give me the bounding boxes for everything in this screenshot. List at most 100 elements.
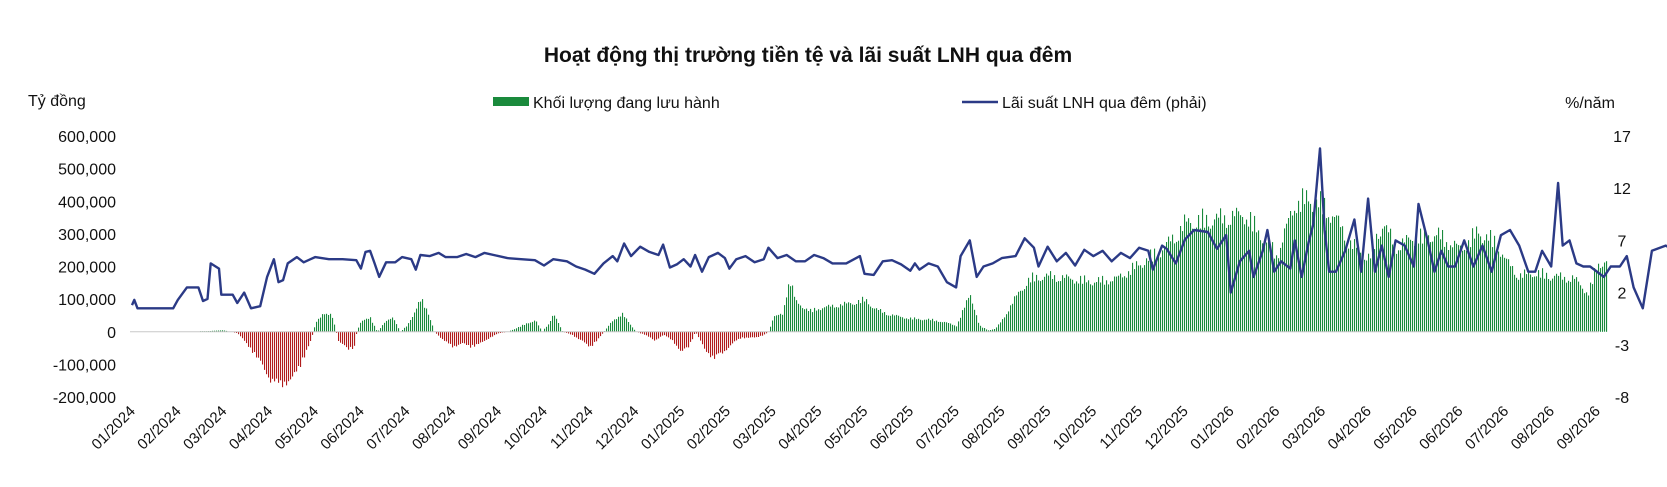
volume-bar (970, 295, 972, 332)
volume-bar (650, 331, 652, 338)
volume-bar (1600, 268, 1602, 332)
volume-bar (864, 301, 866, 332)
x-tick-label: 03/2025 (729, 403, 779, 453)
volume-bar (620, 316, 622, 332)
volume-bar (1414, 246, 1416, 332)
y-left-tick-label: 400,000 (58, 194, 116, 211)
volume-bar (302, 331, 304, 358)
volume-bar (236, 331, 238, 333)
volume-bar (254, 331, 256, 352)
volume-bar (372, 322, 374, 332)
volume-bar (668, 331, 670, 338)
x-tick-label: 10/2024 (500, 403, 550, 453)
volume-bar (908, 319, 910, 332)
volume-bar (856, 304, 858, 332)
volume-bar (992, 329, 994, 332)
volume-bar (1362, 258, 1364, 332)
volume-bar (1198, 215, 1200, 332)
volume-bar (512, 329, 514, 332)
volume-bar (1574, 278, 1576, 332)
volume-bar (1500, 256, 1502, 332)
volume-bar (1014, 296, 1016, 332)
volume-bar (1076, 281, 1078, 332)
volume-bar (1412, 241, 1414, 332)
volume-bar (570, 331, 572, 335)
volume-bar (1352, 249, 1354, 332)
volume-bar (370, 317, 372, 332)
volume-bar (1036, 274, 1038, 332)
volume-bar (770, 326, 772, 332)
volume-bar (688, 331, 690, 348)
volume-bar (1370, 258, 1372, 332)
volume-bar (214, 330, 216, 332)
volume-bar (1408, 237, 1410, 332)
volume-bar (786, 297, 788, 332)
volume-bar (1016, 295, 1018, 332)
volume-bar (818, 309, 820, 332)
volume-bar (316, 321, 318, 332)
volume-bar (812, 312, 814, 332)
volume-bar (1214, 219, 1216, 332)
volume-bar (1540, 277, 1542, 332)
volume-bar (456, 331, 458, 347)
volume-bar (966, 300, 968, 332)
volume-bar (1558, 275, 1560, 332)
volume-bar (694, 331, 696, 334)
volume-bar (824, 307, 826, 332)
volume-bar (762, 331, 764, 336)
volume-bar (756, 331, 758, 338)
volume-bar (484, 331, 486, 341)
volume-bar (972, 303, 974, 332)
volume-bar (654, 331, 656, 341)
volume-bar (1282, 242, 1284, 332)
volume-bar (708, 331, 710, 354)
volume-bar (684, 331, 686, 349)
volume-bar (1174, 243, 1176, 332)
volume-bar (386, 320, 388, 332)
volume-bar (1194, 229, 1196, 332)
volume-bar (314, 327, 316, 332)
volume-bar (1182, 231, 1184, 332)
volume-bar (548, 324, 550, 332)
volume-bar (854, 304, 856, 332)
volume-bar (320, 317, 322, 332)
volume-bar (1058, 281, 1060, 332)
volume-bars (200, 188, 1608, 388)
volume-bar (1564, 276, 1566, 332)
volume-bar (444, 331, 446, 341)
volume-bar (426, 308, 428, 332)
volume-bar (274, 331, 276, 382)
volume-bar (532, 321, 534, 332)
volume-bar (986, 329, 988, 332)
volume-bar (960, 317, 962, 332)
volume-bar (846, 303, 848, 332)
volume-bar (1504, 257, 1506, 332)
y-right-tick-label: 2 (1618, 286, 1627, 303)
volume-bar (622, 312, 624, 332)
volume-bar (1130, 274, 1132, 332)
volume-bar (1598, 263, 1600, 332)
volume-bar (584, 331, 586, 343)
volume-bar (1438, 227, 1440, 332)
volume-bar (976, 315, 978, 332)
volume-bar (1106, 280, 1108, 332)
volume-bar (218, 330, 220, 332)
volume-bar (1406, 235, 1408, 332)
volume-bar (1046, 273, 1048, 332)
volume-bar (454, 331, 456, 346)
volume-bar (1152, 261, 1154, 332)
volume-bar (1506, 258, 1508, 332)
y-left-tick-label: 500,000 (58, 162, 116, 179)
volume-bar (592, 331, 594, 346)
volume-bar (1212, 225, 1214, 332)
volume-bar (1358, 247, 1360, 332)
volume-bar (318, 318, 320, 332)
volume-bar (1348, 248, 1350, 332)
volume-bar (540, 328, 542, 332)
volume-bar (516, 328, 518, 332)
volume-bar (1260, 240, 1262, 332)
volume-bar (1080, 275, 1082, 332)
volume-bar (810, 308, 812, 332)
volume-bar (706, 331, 708, 352)
volume-bar (358, 327, 360, 332)
